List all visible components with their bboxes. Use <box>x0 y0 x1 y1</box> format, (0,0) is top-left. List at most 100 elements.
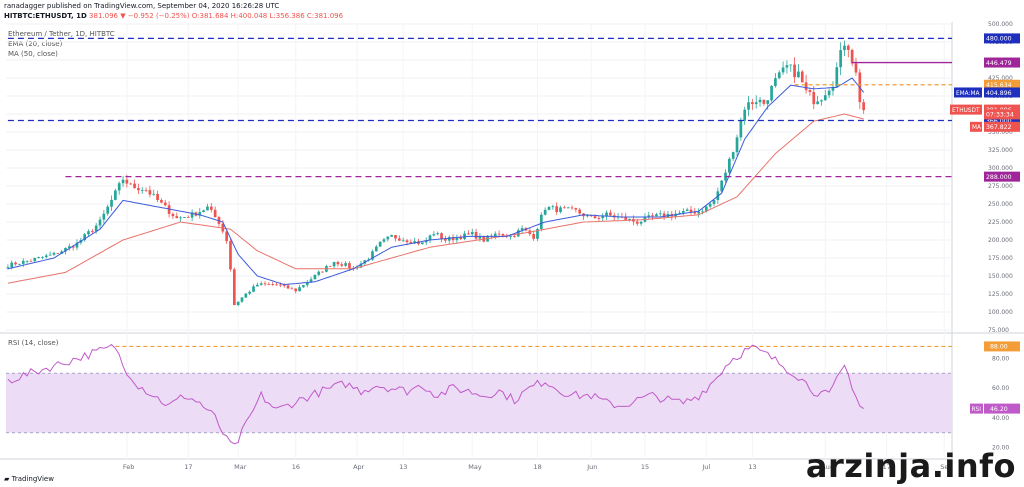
candle-body[interactable] <box>213 209 217 218</box>
candle-body[interactable] <box>348 263 351 269</box>
candle-body[interactable] <box>140 190 144 191</box>
candle-body[interactable] <box>685 209 689 212</box>
candle-body[interactable] <box>106 206 110 214</box>
candle-body[interactable] <box>823 95 827 101</box>
candle-body[interactable] <box>440 233 443 239</box>
candle-body[interactable] <box>321 271 324 273</box>
candle-body[interactable] <box>843 45 846 51</box>
candle-body[interactable] <box>474 232 478 239</box>
candle-body[interactable] <box>728 158 731 173</box>
candle-body[interactable] <box>390 235 394 237</box>
candle-body[interactable] <box>175 216 179 219</box>
candle-body[interactable] <box>720 180 724 192</box>
candle-body[interactable] <box>394 235 397 239</box>
candle-body[interactable] <box>29 260 33 262</box>
rsi-line[interactable] <box>7 343 864 445</box>
candle-body[interactable] <box>751 102 754 105</box>
candle-body[interactable] <box>447 237 451 241</box>
candle-body[interactable] <box>41 257 44 258</box>
candle-body[interactable] <box>313 274 317 280</box>
candle-body[interactable] <box>167 205 171 214</box>
candle-body[interactable] <box>328 266 332 267</box>
tradingview-logo[interactable]: ▰ TradingView <box>4 475 54 483</box>
candle-body[interactable] <box>467 233 470 235</box>
candle-body[interactable] <box>789 64 793 66</box>
candle-body[interactable] <box>298 287 301 292</box>
candle-body[interactable] <box>263 283 267 285</box>
candle-body[interactable] <box>52 252 56 255</box>
candle-body[interactable] <box>543 209 547 215</box>
candle-body[interactable] <box>562 207 566 209</box>
candle-body[interactable] <box>397 238 401 241</box>
candle-body[interactable] <box>578 209 582 214</box>
candle-body[interactable] <box>10 262 14 268</box>
candle-body[interactable] <box>639 221 643 224</box>
candle-body[interactable] <box>244 293 248 298</box>
candle-body[interactable] <box>493 233 497 237</box>
candle-body[interactable] <box>777 72 781 79</box>
candle-body[interactable] <box>781 67 785 73</box>
candle-body[interactable] <box>708 203 712 207</box>
candle-body[interactable] <box>90 231 94 232</box>
candle-body[interactable] <box>747 102 750 110</box>
candle-body[interactable] <box>275 284 278 286</box>
candle-body[interactable] <box>302 285 305 288</box>
candle-body[interactable] <box>862 102 866 111</box>
candle-body[interactable] <box>67 246 71 249</box>
candle-body[interactable] <box>225 231 228 242</box>
candle-body[interactable] <box>44 255 48 258</box>
candle-body[interactable] <box>520 228 524 231</box>
candle-body[interactable] <box>555 206 559 213</box>
candle-body[interactable] <box>574 208 578 210</box>
candle-body[interactable] <box>129 183 133 185</box>
candle-body[interactable] <box>566 207 570 209</box>
candle-body[interactable] <box>624 217 628 221</box>
candle-body[interactable] <box>309 279 313 283</box>
candle-body[interactable] <box>532 234 535 239</box>
candle-body[interactable] <box>248 291 252 294</box>
candle-body[interactable] <box>202 210 205 213</box>
candle-body[interactable] <box>386 236 390 240</box>
candle-body[interactable] <box>421 242 424 245</box>
candle-body[interactable] <box>785 65 789 68</box>
candle-body[interactable] <box>605 212 608 217</box>
candle-body[interactable] <box>125 179 129 184</box>
candle-body[interactable] <box>121 179 125 184</box>
candle-body[interactable] <box>816 101 819 105</box>
candle-body[interactable] <box>336 261 340 265</box>
candle-body[interactable] <box>770 85 773 101</box>
candle-body[interactable] <box>179 217 182 219</box>
candle-body[interactable] <box>647 215 651 217</box>
candle-body[interactable] <box>735 137 739 153</box>
candle-body[interactable] <box>171 213 175 217</box>
candle-body[interactable] <box>332 261 336 267</box>
candle-body[interactable] <box>655 214 658 217</box>
candle-body[interactable] <box>98 219 102 226</box>
candle-body[interactable] <box>539 214 543 229</box>
candle-body[interactable] <box>731 152 735 159</box>
candle-body[interactable] <box>286 285 290 289</box>
candle-body[interactable] <box>206 206 209 211</box>
candle-body[interactable] <box>186 217 190 218</box>
candle-body[interactable] <box>14 262 17 265</box>
candle-body[interactable] <box>378 241 382 247</box>
candle-body[interactable] <box>156 193 159 201</box>
candle-body[interactable] <box>589 215 593 217</box>
candle-body[interactable] <box>609 212 612 216</box>
candle-body[interactable] <box>704 206 708 212</box>
candle-body[interactable] <box>766 100 770 104</box>
candle-body[interactable] <box>33 258 37 261</box>
candle-body[interactable] <box>758 99 762 103</box>
candle-body[interactable] <box>808 90 812 92</box>
candle-body[interactable] <box>340 264 344 266</box>
candle-body[interactable] <box>831 86 835 91</box>
candle-body[interactable] <box>854 63 858 73</box>
candle-body[interactable] <box>240 297 244 302</box>
candle-body[interactable] <box>21 260 25 264</box>
candle-body[interactable] <box>94 225 98 232</box>
candle-body[interactable] <box>102 213 106 220</box>
candle-body[interactable] <box>628 218 631 221</box>
candle-body[interactable] <box>835 67 839 87</box>
candle-body[interactable] <box>536 228 539 239</box>
candle-body[interactable] <box>820 100 823 102</box>
